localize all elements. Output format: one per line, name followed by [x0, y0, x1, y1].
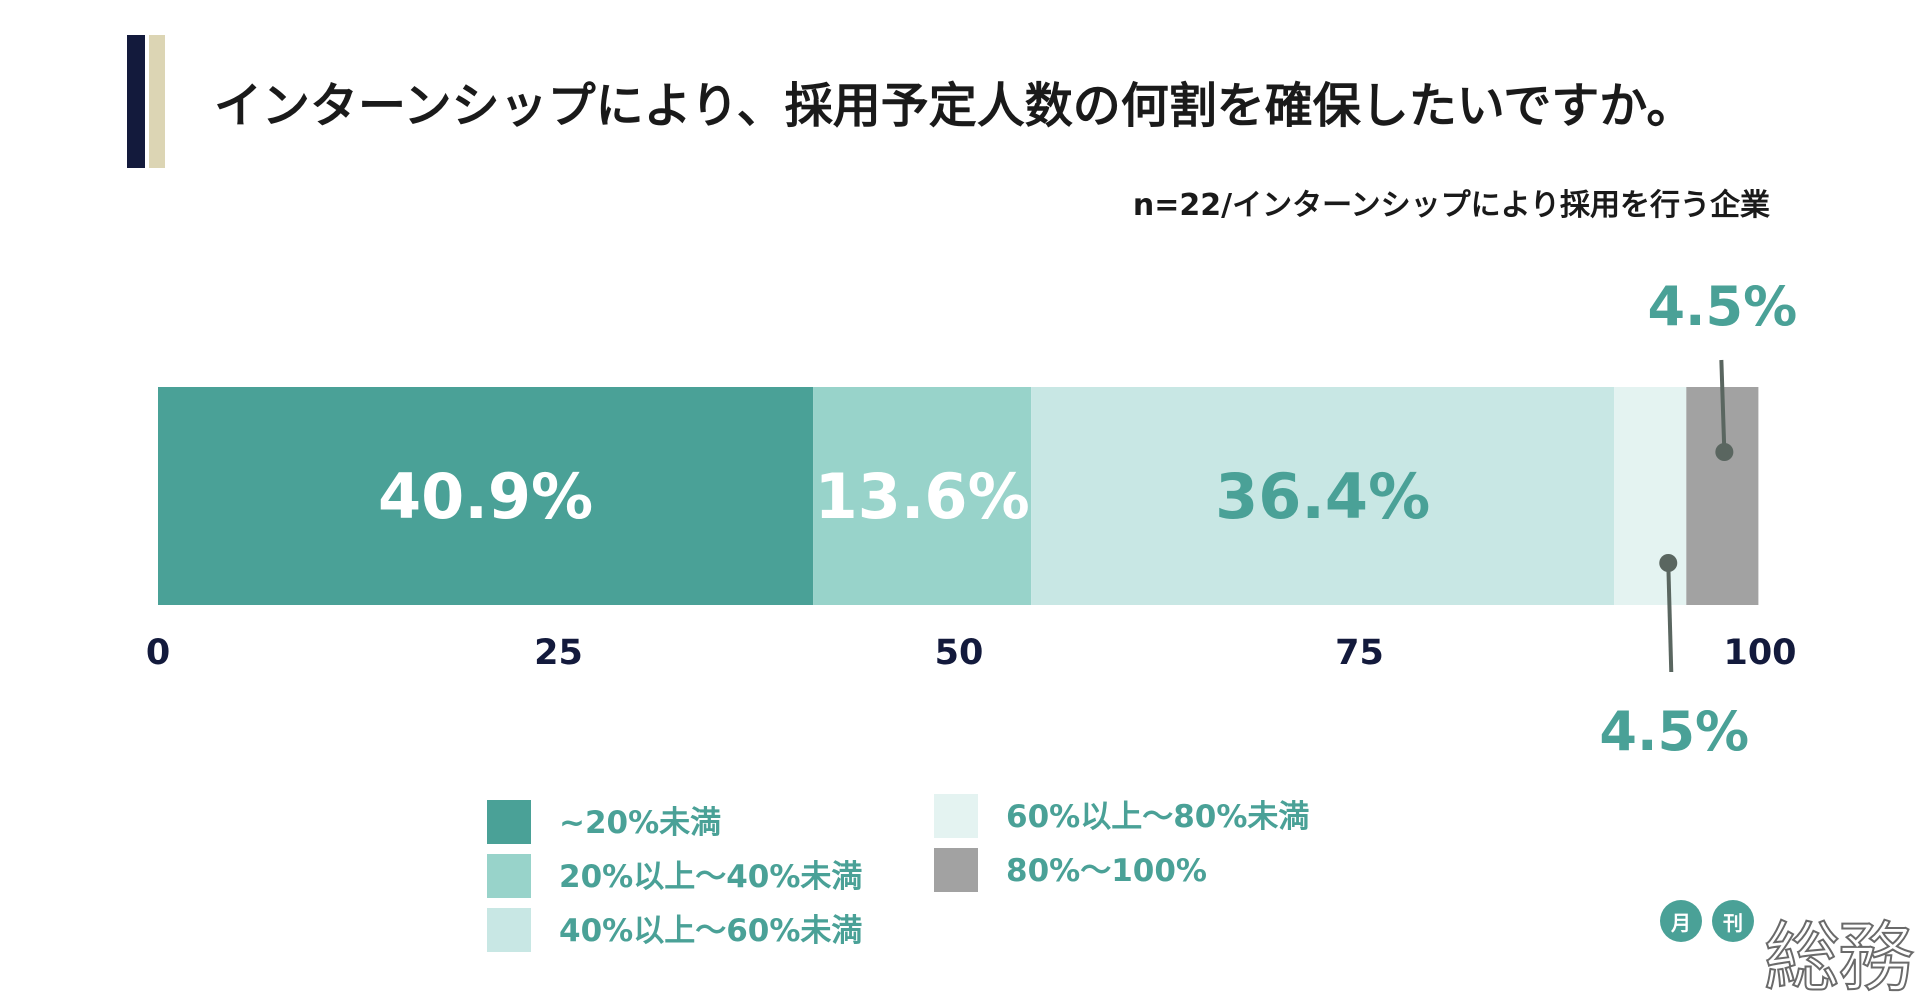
legend-label-4: 60%以上〜80%未満: [1006, 799, 1310, 835]
bar-label-1: 40.9%: [378, 460, 593, 533]
logo-wordmark: 総務: [1763, 912, 1915, 1003]
logo-badge-2: 刊: [1712, 900, 1754, 942]
x-tick-label-75: 75: [1335, 633, 1384, 673]
bar-segment-1: [158, 387, 814, 605]
logo-badge-1: 月: [1660, 900, 1702, 942]
x-tick-label-50: 50: [935, 633, 984, 673]
title-accent-bar-dark: [127, 35, 145, 168]
outside-label-5: 4.5%: [1647, 275, 1797, 338]
legend-swatch-3: [487, 908, 531, 952]
outside-label-4: 4.5%: [1599, 700, 1749, 763]
x-tick-label-25: 25: [534, 633, 583, 673]
logo: 月 刊 総務: [1660, 900, 1915, 1003]
bar-segment-4: [1614, 387, 1687, 605]
legend-swatch-5: [934, 848, 978, 892]
title-accent-bar-light: [149, 35, 165, 168]
chart-title: インターンシップにより、採用予定人数の何割を確保したいですか。: [214, 78, 1695, 134]
leader-line-5: [1719, 359, 1727, 453]
legend-label-3: 40%以上〜60%未満: [559, 913, 863, 949]
x-tick-label-100: 100: [1723, 633, 1796, 673]
bar-label-3: 36.4%: [1215, 460, 1430, 533]
leader-line-4: [1666, 562, 1674, 673]
legend-label-2: 20%以上〜40%未満: [559, 859, 863, 895]
legend-swatch-1: [487, 800, 531, 844]
legend-label-5: 80%〜100%: [1006, 853, 1207, 889]
chart-subtitle: n=22/インターンシップにより採用を行う企業: [1132, 188, 1770, 223]
legend-swatch-4: [934, 794, 978, 838]
legend-swatch-2: [487, 854, 531, 898]
bar-segment-2: [813, 387, 1032, 605]
bar-segment-3: [1031, 387, 1615, 605]
bar-label-2: 13.6%: [815, 460, 1030, 533]
legend-label-1: ~20%未満: [559, 805, 722, 841]
x-tick-label-0: 0: [146, 633, 170, 673]
